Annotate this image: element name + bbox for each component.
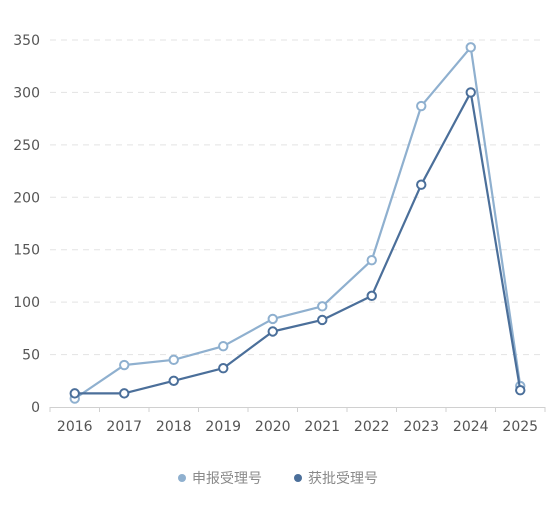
x-tick-label: 2019: [205, 419, 241, 435]
x-tick-label: 2016: [57, 419, 93, 435]
y-tick-label: 150: [13, 243, 40, 259]
grid: [50, 39, 545, 356]
data-point[interactable]: [267, 313, 278, 325]
data-point[interactable]: [69, 388, 80, 399]
legend[interactable]: 申报受理号 获批受理号: [178, 471, 378, 487]
data-point[interactable]: [366, 255, 377, 266]
legend-marker: [178, 474, 186, 482]
y-tick-label: 100: [13, 295, 40, 311]
data-point[interactable]: [465, 42, 476, 53]
legend-marker: [294, 474, 302, 482]
data-point[interactable]: [168, 375, 179, 386]
legend-item[interactable]: 申报受理号: [178, 471, 262, 487]
y-tick-label: 300: [13, 85, 40, 101]
data-point[interactable]: [218, 363, 229, 374]
y-tick-label: 200: [13, 190, 40, 206]
x-tick-label: 2025: [502, 419, 538, 435]
series-1: [69, 42, 526, 404]
data-point[interactable]: [317, 314, 328, 326]
data-point[interactable]: [218, 340, 229, 352]
y-tick-label: 250: [13, 138, 40, 154]
data-point[interactable]: [515, 385, 526, 396]
legend-label: 获批受理号: [308, 471, 378, 487]
data-point[interactable]: [366, 290, 377, 302]
data-point[interactable]: [267, 326, 278, 337]
x-tick-label: 2020: [255, 419, 291, 435]
data-point[interactable]: [416, 179, 427, 190]
y-tick-label: 350: [13, 33, 40, 49]
x-tick-label: 2021: [304, 419, 340, 435]
legend-item[interactable]: 获批受理号: [294, 471, 378, 487]
y-tick-label: 0: [31, 400, 40, 416]
series-2: [69, 87, 526, 399]
series-line: [74, 46, 522, 400]
data-point[interactable]: [465, 87, 476, 98]
legend-label: 申报受理号: [192, 471, 262, 487]
y-tick-label: 50: [22, 348, 40, 364]
data-point[interactable]: [119, 388, 130, 399]
x-tick-label: 2022: [354, 419, 390, 435]
data-point[interactable]: [119, 359, 130, 371]
x-tick-label: 2018: [156, 419, 192, 435]
data-point[interactable]: [168, 354, 179, 366]
series-line: [74, 91, 522, 395]
x-tick-label: 2024: [453, 419, 489, 435]
x-tick-label: 2017: [106, 419, 142, 435]
data-point[interactable]: [416, 100, 427, 112]
data-point[interactable]: [317, 301, 328, 312]
axes: 0 50 100 150 200 250 300 350 2016 2017 2018 2019 202…: [13, 33, 546, 435]
x-tick-label: 2023: [403, 419, 439, 435]
series-group: [69, 42, 526, 404]
